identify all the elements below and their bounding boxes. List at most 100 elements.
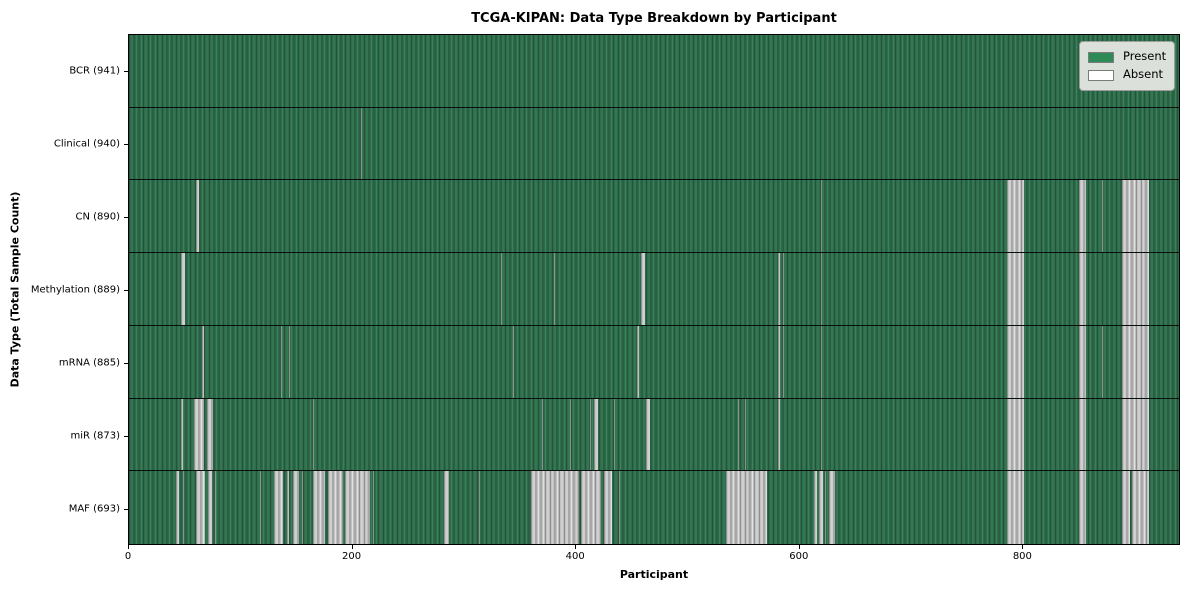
- absent-stripe: [500, 253, 502, 325]
- absent-stripe: [744, 398, 747, 471]
- absent-stripe: [1078, 180, 1087, 253]
- y-tick-label-bcr: BCR (941): [69, 65, 120, 76]
- absent-stripe: [778, 325, 780, 398]
- present-swatch-icon: [1088, 51, 1114, 63]
- absent-stripe: [274, 471, 283, 544]
- absent-stripe: [1078, 471, 1087, 544]
- heatmap-row-clinical: [129, 107, 1179, 181]
- absent-stripe: [345, 471, 371, 544]
- y-tick-mark: [124, 435, 128, 437]
- absent-stripe: [738, 398, 740, 471]
- absent-stripe: [208, 471, 212, 544]
- absent-stripe: [1078, 253, 1087, 325]
- x-tick-mark: [575, 545, 577, 549]
- y-tick-label-mrna: mRNA (885): [58, 357, 120, 368]
- absent-stripe: [313, 471, 326, 544]
- legend: Present Absent: [1079, 41, 1175, 91]
- absent-stripe: [541, 398, 543, 471]
- absent-stripe: [182, 471, 184, 544]
- y-tick-mark: [124, 143, 128, 145]
- absent-stripe: [195, 471, 205, 544]
- y-tick-label-clinical: Clinical (940): [53, 138, 120, 149]
- absent-stripe: [814, 471, 818, 544]
- absent-stripe: [580, 471, 601, 544]
- absent-stripe: [293, 471, 299, 544]
- y-axis-label: Data Type (Total Sample Count): [8, 191, 22, 388]
- absent-stripe: [195, 180, 200, 253]
- absent-stripe: [1132, 471, 1149, 544]
- absent-stripe: [820, 325, 822, 398]
- absent-stripe: [554, 253, 556, 325]
- absent-stripe: [594, 398, 598, 471]
- x-tick-label-200: 200: [342, 551, 362, 562]
- x-tick-label-400: 400: [565, 551, 585, 562]
- absent-stripe: [214, 471, 217, 544]
- absent-stripe: [782, 253, 784, 325]
- heatmap-row-mir: [129, 398, 1179, 472]
- absent-stripe: [825, 471, 827, 544]
- absent-stripe: [1122, 180, 1149, 253]
- absent-stripe: [479, 471, 481, 544]
- absent-stripe: [778, 398, 780, 471]
- absent-stripe: [1007, 180, 1024, 253]
- y-tick-label-methylation: Methylation (889): [30, 284, 120, 295]
- y-tick-mark: [124, 216, 128, 218]
- x-tick-label-600: 600: [789, 551, 809, 562]
- absent-stripe: [259, 471, 261, 544]
- absent-stripe: [641, 253, 645, 325]
- chart-title: TCGA-KIPAN: Data Type Breakdown by Parti…: [471, 11, 837, 26]
- absent-stripe: [1102, 180, 1104, 253]
- legend-entry-present: Present: [1088, 48, 1166, 66]
- y-tick-mark: [124, 508, 128, 510]
- absent-stripe: [820, 180, 822, 253]
- absent-stripe: [618, 471, 620, 544]
- x-tick-label-800: 800: [1012, 551, 1032, 562]
- absent-stripe: [313, 398, 315, 471]
- y-tick-mark: [124, 289, 128, 291]
- absent-stripe: [645, 398, 651, 471]
- absent-stripe: [636, 325, 639, 398]
- y-tick-label-maf: MAF (693): [68, 503, 120, 514]
- plot-rows: [129, 35, 1179, 544]
- absent-stripe: [1102, 325, 1104, 398]
- absent-stripe: [725, 471, 768, 544]
- legend-entry-absent: Absent: [1088, 66, 1166, 84]
- absent-stripe: [1122, 253, 1149, 325]
- legend-label-absent: Absent: [1123, 67, 1164, 82]
- absent-stripe: [1122, 325, 1149, 398]
- absent-stripe: [327, 471, 344, 544]
- absent-swatch-icon: [1088, 69, 1114, 81]
- y-tick-label-mir: miR (873): [70, 430, 120, 441]
- absent-stripe: [604, 471, 613, 544]
- absent-stripe: [828, 471, 836, 544]
- absent-stripe: [530, 471, 579, 544]
- absent-stripe: [569, 398, 571, 471]
- absent-stripe: [778, 253, 780, 325]
- absent-stripe: [512, 325, 514, 398]
- x-tick-label-0: 0: [124, 551, 132, 562]
- absent-stripe: [193, 398, 204, 471]
- absent-stripe: [1122, 398, 1149, 471]
- absent-stripe: [361, 107, 363, 180]
- x-axis-label: Participant: [619, 568, 689, 581]
- y-tick-mark: [124, 70, 128, 72]
- plot-area: Present Absent: [128, 34, 1180, 545]
- absent-stripe: [443, 471, 450, 544]
- absent-stripe: [782, 325, 784, 398]
- heatmap-row-cn: [129, 180, 1179, 254]
- heatmap-row-methylation: [129, 253, 1179, 326]
- absent-stripe: [1078, 398, 1087, 471]
- absent-stripe: [280, 325, 282, 398]
- absent-stripe: [1122, 471, 1130, 544]
- absent-stripe: [201, 325, 204, 398]
- y-tick-mark: [124, 362, 128, 364]
- heatmap-row-mrna: [129, 325, 1179, 399]
- absent-stripe: [287, 471, 289, 544]
- absent-stripe: [288, 325, 290, 398]
- absent-stripe: [820, 253, 822, 325]
- absent-stripe: [1078, 325, 1087, 398]
- absent-stripe: [1007, 325, 1024, 398]
- heatmap-row-bcr: [129, 35, 1179, 108]
- absent-stripe: [818, 471, 824, 544]
